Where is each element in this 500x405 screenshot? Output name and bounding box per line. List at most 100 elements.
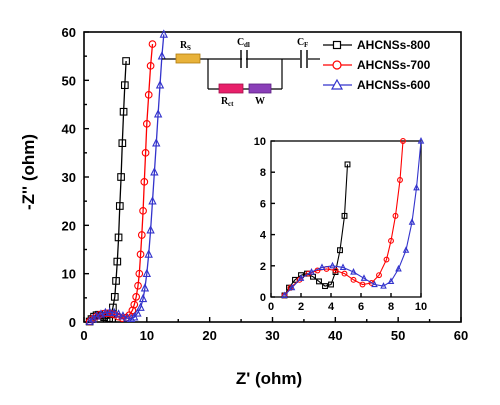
data-point: [138, 293, 148, 303]
data-point: [159, 29, 168, 38]
inset-data-point: [350, 276, 357, 283]
circuit-label-w: W: [255, 96, 265, 107]
inset-x-tick-label: 0: [268, 301, 274, 313]
inset-data-point: [360, 274, 368, 281]
inset-data-point: [308, 268, 315, 275]
data-point: [146, 61, 155, 70]
data-point: [137, 231, 146, 239]
data-point: [157, 51, 167, 60]
data-point: [112, 277, 120, 285]
inset-y-tick-label: 6: [260, 198, 266, 210]
circuit-sub-rs: S: [187, 44, 191, 52]
data-point: [122, 57, 130, 65]
data-point: [126, 313, 136, 322]
data-point: [140, 177, 149, 186]
data-point: [142, 268, 152, 278]
legend-marker-800: [332, 40, 342, 50]
data-point: [115, 202, 124, 210]
data-point: [130, 300, 139, 309]
y-tick-label: 10: [62, 267, 76, 282]
data-point: [155, 80, 165, 89]
data-point: [150, 167, 159, 176]
x-tick-label: 40: [328, 328, 342, 343]
legend-label-700: AHCNSs-700: [357, 58, 431, 72]
inset-data-point: [417, 137, 425, 144]
inset-y-tick-label: 8: [260, 167, 266, 179]
data-point: [130, 312, 139, 321]
data-point: [132, 293, 141, 301]
data-point: [152, 138, 161, 147]
x-tick-label: 30: [265, 328, 279, 343]
x-axis-title: Z' (ohm): [236, 369, 302, 388]
inset-y-tick-label: 4: [260, 230, 267, 242]
inset-data-point: [408, 218, 416, 225]
x-tick-label: 10: [140, 328, 154, 343]
circuit-warburg-element: [248, 83, 272, 94]
data-point: [119, 107, 128, 116]
data-point: [113, 257, 122, 266]
data-point: [120, 81, 129, 90]
inset-data-point: [359, 281, 366, 288]
inset-data-point: [350, 268, 357, 275]
data-point: [142, 119, 151, 128]
data-point: [117, 173, 125, 181]
inset-series-layer: [281, 137, 425, 299]
inset-y-tick-label: 10: [254, 136, 266, 148]
data-point: [141, 148, 150, 157]
data-point: [114, 309, 123, 318]
data-point: [133, 308, 142, 317]
circuit-sub-rct: ct: [228, 100, 234, 108]
inset-series-line: [284, 164, 349, 296]
inset-data-point: [341, 212, 348, 219]
circuit-label-rs: R: [180, 40, 188, 51]
data-point: [136, 250, 145, 259]
legend-marker-700: [332, 60, 342, 70]
data-point: [114, 233, 123, 242]
y-tick-label: 30: [62, 170, 76, 185]
inset-x-tick-label: 4: [328, 301, 335, 313]
inset-data-point: [395, 264, 402, 272]
x-tick-label: 50: [391, 328, 405, 343]
data-point: [118, 311, 128, 320]
y-tick-label: 60: [62, 25, 76, 40]
inset-y-tick-label: 0: [260, 292, 266, 304]
legend-label-600: AHCNSs-600: [357, 78, 431, 92]
y-tick-label: 40: [62, 122, 76, 137]
data-point: [146, 225, 155, 234]
inset-plot-area: [270, 140, 422, 298]
inset-data-point: [322, 283, 328, 290]
inset-data-point: [337, 247, 343, 254]
data-point: [85, 316, 94, 325]
inset-data-point: [392, 212, 399, 219]
x-tick-label: 60: [454, 328, 468, 343]
data-point: [109, 307, 119, 317]
data-point: [101, 307, 110, 317]
inset-data-point: [380, 282, 387, 289]
y-tick-label: 0: [69, 315, 76, 330]
data-point: [136, 302, 145, 311]
x-tick-label: 20: [202, 328, 216, 343]
inset-data-point: [297, 274, 305, 281]
x-tick-label: 0: [80, 328, 87, 343]
inset-x-tick-label: 8: [388, 301, 394, 313]
inset-data-point: [281, 291, 288, 299]
data-point: [123, 313, 132, 322]
inset-data-point: [400, 138, 406, 144]
inset-data-point: [341, 270, 348, 277]
circuit-label-rct: R: [221, 96, 229, 107]
inset-x-tick-label: 6: [358, 301, 364, 313]
circuit-resistor-rs: [175, 53, 201, 64]
inset-data-point: [328, 281, 334, 288]
data-point: [110, 293, 119, 301]
data-point: [144, 90, 153, 99]
circuit-sub-cf: F: [304, 41, 308, 49]
inset-x-tick-label: 10: [415, 301, 427, 313]
inset-data-point: [329, 261, 336, 269]
data-point: [118, 139, 127, 148]
y-tick-label: 50: [62, 73, 76, 88]
inset-series-line: [284, 140, 422, 296]
equivalent-circuit-diagram: R S C dl C F R ct W: [162, 37, 320, 108]
